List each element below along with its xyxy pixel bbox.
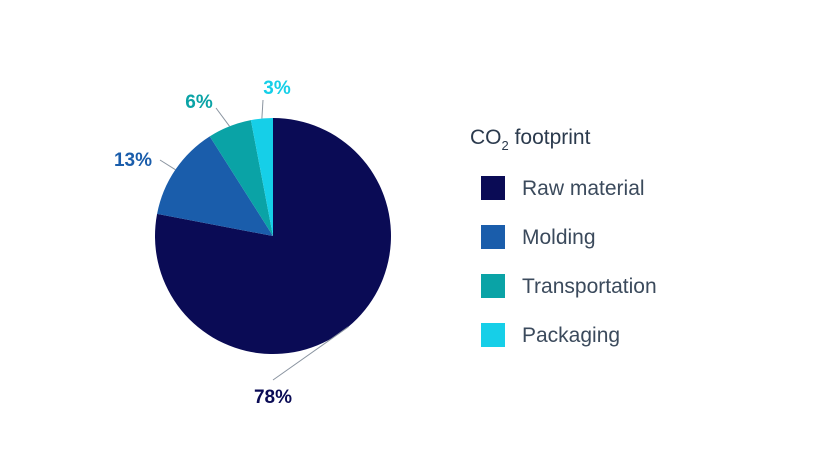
- leader-line-packaging: [261, 99, 264, 119]
- leader-line-molding: [159, 159, 176, 171]
- pie-slice-transportation: [209, 120, 273, 236]
- pie-slices: [154, 118, 391, 354]
- legend-swatch-raw-material: [481, 176, 505, 200]
- percent-labels: 78% 13% 6% 3%: [114, 78, 292, 408]
- legend-label-packaging: Packaging: [522, 324, 620, 347]
- legend-items: Raw material Molding Transportation Packagi…: [481, 176, 657, 347]
- legend: CO2 footprint Raw material Molding Transpo…: [470, 126, 657, 347]
- legend-swatch-transportation: [481, 274, 505, 298]
- legend-swatch-molding: [481, 225, 505, 249]
- leader-line-raw-material: [272, 326, 349, 381]
- pie-slice-packaging: [250, 118, 273, 236]
- percent-label-raw-material: 78%: [254, 387, 292, 408]
- leader-line-transportation: [215, 107, 230, 127]
- legend-title: CO2 footprint: [470, 126, 591, 153]
- pie-slice-raw-material: [154, 118, 391, 354]
- percent-label-transportation: 6%: [185, 92, 213, 113]
- legend-swatch-packaging: [481, 323, 505, 347]
- legend-label-transportation: Transportation: [522, 275, 657, 298]
- legend-label-raw-material: Raw material: [522, 177, 645, 200]
- percent-label-molding: 13%: [114, 150, 152, 171]
- pie-slice-molding: [157, 136, 273, 236]
- percent-label-packaging: 3%: [263, 78, 291, 99]
- legend-label-molding: Molding: [522, 226, 596, 249]
- leader-lines: [159, 99, 349, 381]
